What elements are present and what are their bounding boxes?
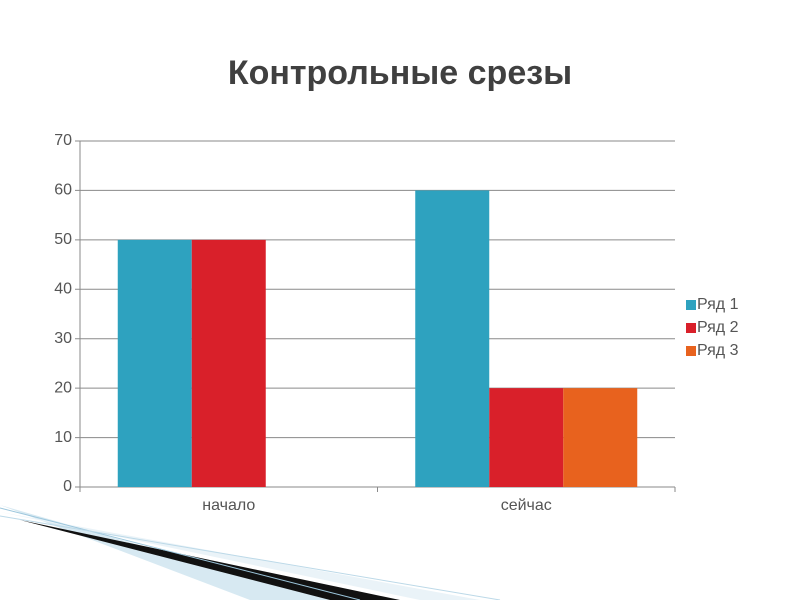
x-tick-label: начало xyxy=(202,497,255,514)
bar xyxy=(489,388,564,487)
y-tick-label: 50 xyxy=(54,231,72,248)
y-tick-label: 60 xyxy=(54,182,72,199)
legend-swatch xyxy=(686,323,696,333)
decoration xyxy=(0,505,501,601)
legend-label: Ряд 2 xyxy=(697,319,739,336)
decor-line xyxy=(0,515,501,601)
legend-swatch xyxy=(686,346,696,356)
y-tick-label: 10 xyxy=(54,429,72,446)
decor-wedge xyxy=(20,520,400,600)
y-tick-label: 0 xyxy=(63,478,72,495)
decor-line xyxy=(0,507,361,601)
y-tick-label: 30 xyxy=(54,330,72,347)
bar xyxy=(415,190,490,487)
x-tick-label: сейчас xyxy=(501,497,552,514)
y-tick-label: 20 xyxy=(54,379,72,396)
y-tick-label: 70 xyxy=(54,132,72,149)
bar xyxy=(117,239,192,487)
legend-label: Ряд 1 xyxy=(697,296,739,313)
chart-title: Контрольные срезы xyxy=(228,54,572,92)
legend-swatch xyxy=(686,300,696,310)
bar xyxy=(563,388,638,487)
bar xyxy=(191,239,266,487)
legend-label: Ряд 3 xyxy=(697,342,739,359)
y-tick-label: 40 xyxy=(54,281,72,298)
